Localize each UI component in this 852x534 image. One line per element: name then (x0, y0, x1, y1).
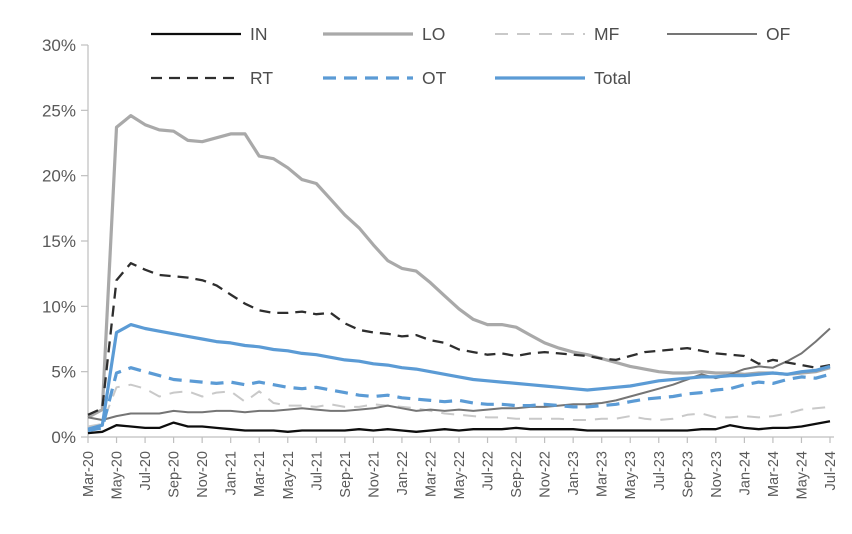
legend-item-LO: LO (322, 20, 494, 48)
x-axis-tick-label: Mar-20 (81, 451, 97, 497)
legend-label-IN: IN (250, 23, 268, 44)
legend-label-MF: MF (594, 23, 620, 44)
legend-item-OF: OF (666, 20, 838, 48)
x-axis-tick-label: Jul-23 (652, 451, 668, 491)
legend-item-IN: IN (150, 20, 322, 48)
legend-item-Total: Total (494, 64, 666, 92)
x-axis-tick-label: Sep-23 (680, 451, 696, 498)
x-axis-tick-label: Sep-22 (509, 451, 525, 498)
x-axis-tick-label: May-21 (281, 451, 297, 499)
x-axis-tick-label: May-23 (623, 451, 639, 499)
x-axis-tick-label: Jul-20 (138, 451, 154, 491)
legend-label-RT: RT (250, 67, 274, 88)
legend-line-swatch-MF (495, 33, 585, 35)
x-axis-labels: Mar-20 May-20 Jul-20 Sep-20 Nov-20 Jan-21 Mar-… (81, 451, 839, 499)
legend-line-swatch-OF (667, 33, 757, 35)
legend-label-OF: OF (766, 23, 791, 44)
legend-label-LO: LO (422, 23, 446, 44)
x-axis-tick-label: Nov-20 (195, 451, 211, 498)
y-axis-tick-label: 30% (42, 36, 76, 55)
y-axis-tick-label: 15% (42, 232, 76, 251)
y-axis-tick-label: 0% (51, 428, 76, 447)
y-axis-tick-label: 20% (42, 167, 76, 186)
x-axis-tick-label: Mar-21 (252, 451, 268, 497)
x-axis-tick-label: Mar-22 (423, 451, 439, 497)
y-axis-tick-label: 5% (51, 363, 76, 382)
x-axis-tick-label: Jul-21 (309, 451, 325, 491)
series-line-Total (87, 323, 831, 431)
legend-line-swatch-LO (323, 32, 413, 36)
series-line-OT (87, 366, 831, 433)
legend-item-MF: MF (494, 20, 666, 48)
y-axis-tick-label: 25% (42, 101, 76, 120)
x-axis-tick-label: Nov-21 (366, 451, 382, 498)
series-line-IN (87, 420, 831, 435)
x-axis-tick-label: Jan-22 (395, 451, 411, 495)
legend-item-RT: RT (150, 64, 322, 92)
x-axis-tick-label: Jul-24 (823, 451, 839, 491)
legend-line-swatch-Total (495, 76, 585, 80)
x-axis-tick-label: Sep-20 (167, 451, 183, 498)
x-axis-tick-label: Jan-21 (224, 451, 240, 495)
axes (81, 44, 834, 443)
series-line-MF (87, 383, 831, 428)
x-axis-tick-label: May-24 (794, 451, 810, 499)
x-axis-tick-label: Sep-21 (338, 451, 354, 498)
y-axis-labels: 0% 5% 10% 15% 20% 25% 30% (42, 36, 76, 447)
chart-legend: IN LO MF OF RT OT Total (150, 20, 830, 92)
x-axis-tick-label: Jul-22 (481, 451, 497, 491)
x-axis-tick-label: Jan-24 (737, 451, 753, 495)
legend-label-Total: Total (594, 67, 631, 88)
x-axis-tick-label: Mar-24 (766, 451, 782, 497)
series-line-LO (87, 113, 831, 419)
x-axis-tick-label: Mar-23 (595, 451, 611, 497)
series-line-RT (87, 262, 831, 416)
series-lines (87, 113, 831, 435)
x-axis-tick-label: May-20 (110, 451, 126, 499)
legend-item-OT: OT (322, 64, 494, 92)
legend-label-OT: OT (422, 67, 447, 88)
legend-line-swatch-IN (151, 32, 241, 36)
legend-line-swatch-OT (323, 76, 413, 80)
x-axis-tick-label: Jan-23 (566, 451, 582, 495)
legend-line-swatch-RT (151, 76, 241, 80)
x-axis-tick-label: May-22 (452, 451, 468, 499)
x-axis-tick-label: Nov-22 (538, 451, 554, 498)
x-axis-tick-label: Nov-23 (709, 451, 725, 498)
y-axis-tick-label: 10% (42, 297, 76, 316)
